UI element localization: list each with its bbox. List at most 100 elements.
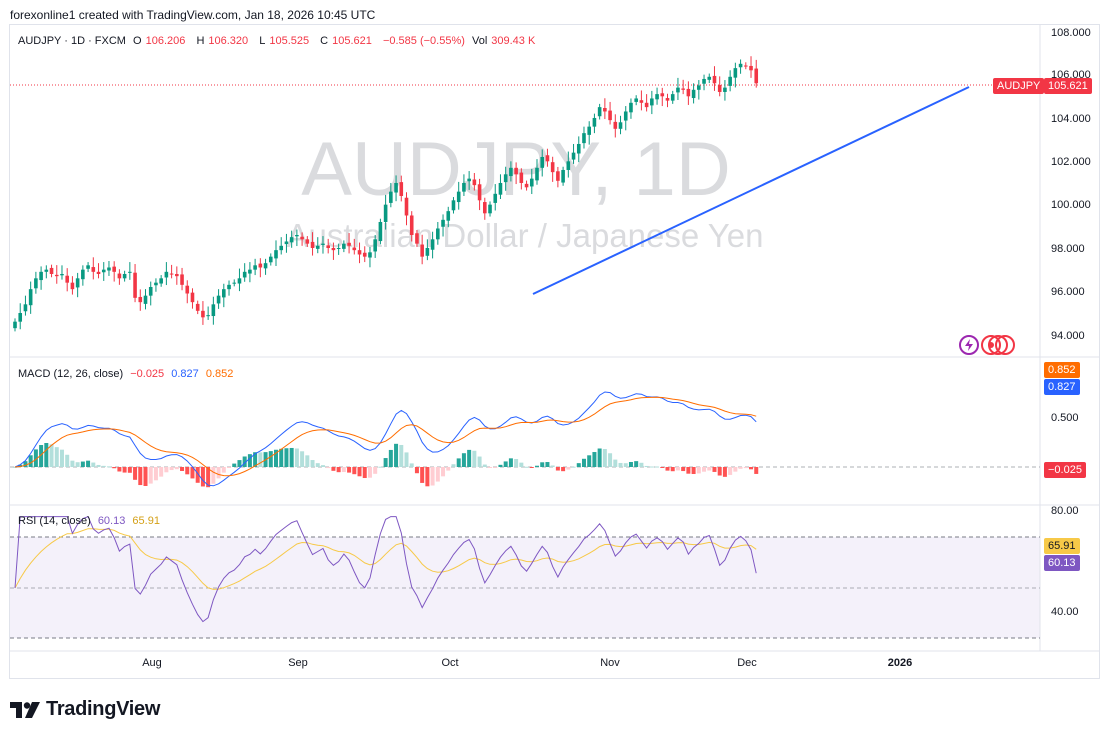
candle-body [561,169,565,183]
candle-body [545,155,550,162]
flash-icon[interactable] [959,335,979,355]
macd-histogram-bar [409,463,414,467]
candle-body [331,247,336,251]
candle-body [425,247,430,256]
rsi-axis-label: 40.00 [1051,606,1079,618]
candle-body [300,236,304,240]
macd-histogram-bar [561,467,566,472]
candle-body [107,267,111,271]
candle-body [180,274,184,285]
candle-body [222,289,226,298]
macd-histogram-bar [743,467,748,469]
rsi-ma-tag: 65.91 [1044,538,1080,554]
macd-histogram-bar [644,465,649,467]
macd-title[interactable]: MACD (12, 26, close) [18,368,124,380]
event-icon[interactable] [995,335,1015,355]
macd-histogram-bar [456,458,461,467]
candle-body [655,94,659,100]
candle-body [587,126,591,135]
macd-histogram-bar [524,466,529,468]
macd-histogram-bar [185,467,190,475]
macd-histogram-bar [540,462,545,467]
candle-body [357,250,362,255]
rsi-title[interactable]: RSI (14, close) [18,515,91,527]
close-label: C [320,35,329,47]
candle-body [608,110,612,121]
macd-histogram-bar [148,467,153,484]
macd-histogram-bar [253,452,258,467]
candle-body [101,269,106,273]
candle-body [128,271,132,273]
candle-body [550,162,555,173]
high-label: H [196,35,205,47]
symbol-name[interactable]: AUDJPY · 1D · FXCM [18,35,126,47]
time-axis-label: Dec [737,657,757,669]
macd-histogram-bar [117,467,122,472]
candle-body [227,284,231,290]
candle-body [86,265,90,269]
candle-body [368,252,372,258]
macd-histogram-bar [472,450,477,467]
open-value: 106.206 [145,35,186,47]
macd-histogram-bar [691,467,696,475]
candle-body [347,242,351,246]
macd-histogram-bar [70,460,75,467]
macd-histogram-bar [425,467,430,487]
macd-histogram-bar [320,465,325,467]
macd-histogram-bar [159,467,164,477]
macd-hist-value: −0.025 [130,368,165,380]
candle-body [676,87,680,93]
macd-histogram-bar [618,462,623,467]
candle-body [503,174,508,183]
candle-body [159,278,163,284]
macd-histogram-bar [247,454,252,467]
macd-histogram-bar [122,467,127,473]
macd-histogram-bar [367,467,372,478]
low-value: 105.525 [269,35,310,47]
candle-body [18,313,23,322]
time-axis-label: Aug [142,657,162,669]
macd-histogram-bar [373,467,378,474]
macd-histogram-bar [91,462,96,467]
candle-body [754,68,759,84]
candle-body [702,78,706,84]
candle-body [284,241,289,245]
macd-histogram-bar [164,467,169,473]
macd-histogram-bar [404,452,409,467]
macd-histogram-bar [315,463,320,467]
candle-body [195,303,200,311]
candle-body [133,272,137,298]
macd-histogram-bar [571,466,576,468]
candle-body [326,245,330,248]
macd-histogram-bar [23,461,28,467]
macd-histogram-bar [738,467,743,469]
candle-body [733,68,738,78]
macd-histogram [13,443,759,488]
macd-histogram-bar [749,467,754,470]
trendline[interactable] [532,86,970,295]
macd-histogram-bar [722,467,727,477]
tradingview-logo[interactable]: TradingView [10,698,160,721]
macd-histogram-bar [362,467,367,479]
candle-body [169,273,174,275]
macd-histogram-bar [279,448,284,467]
macd-histogram-bar [174,467,179,470]
macd-histogram-bar [649,466,654,468]
tradingview-logo-text: TradingView [46,698,161,720]
macd-histogram-bar [54,447,59,467]
macd-histogram-bar [180,467,185,471]
macd-histogram-bar [221,467,226,473]
macd-histogram-bar [467,449,472,467]
candle-body [712,75,717,84]
candle-body [436,228,440,240]
candle-body [571,152,576,160]
macd-histogram-bar [597,448,602,467]
candle-body [493,193,498,203]
candle-body [321,243,325,245]
macd-histogram-bar [493,467,498,468]
candle-body [91,267,96,272]
macd-histogram-bar [702,467,707,472]
candle-body [566,161,571,170]
macd-histogram-bar [378,466,383,468]
